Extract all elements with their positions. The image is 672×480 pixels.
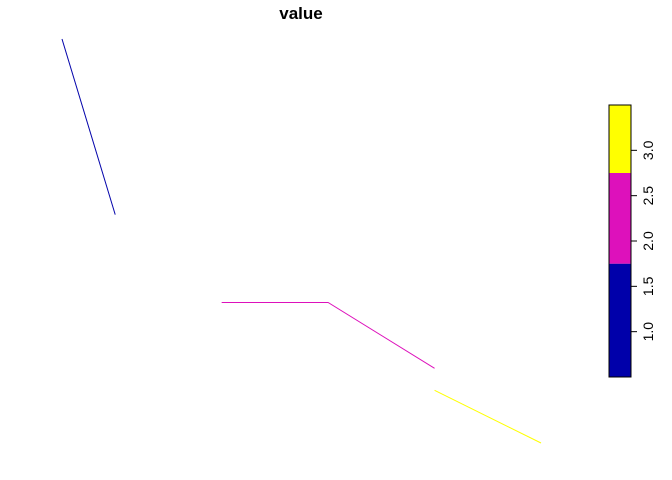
legend-swatch-1 [609, 263, 631, 377]
chart-title: value [279, 4, 322, 23]
legend-swatch-3 [609, 105, 631, 173]
legend-tick-label: 2.5 [640, 186, 656, 206]
legend-tick-label: 3.0 [640, 140, 656, 160]
legend-tick-label: 2.0 [640, 231, 656, 251]
series-line-3 [434, 389, 542, 444]
legend-tick-label: 1.0 [640, 322, 656, 342]
series-line-1 [61, 38, 116, 215]
color-legend: 1.0 1.5 2.0 2.5 3.0 [608, 104, 656, 378]
series-layer [61, 38, 542, 444]
series-line-2 [221, 301, 435, 369]
legend-swatch-2 [609, 173, 631, 264]
legend-tick-label: 1.5 [640, 276, 656, 296]
